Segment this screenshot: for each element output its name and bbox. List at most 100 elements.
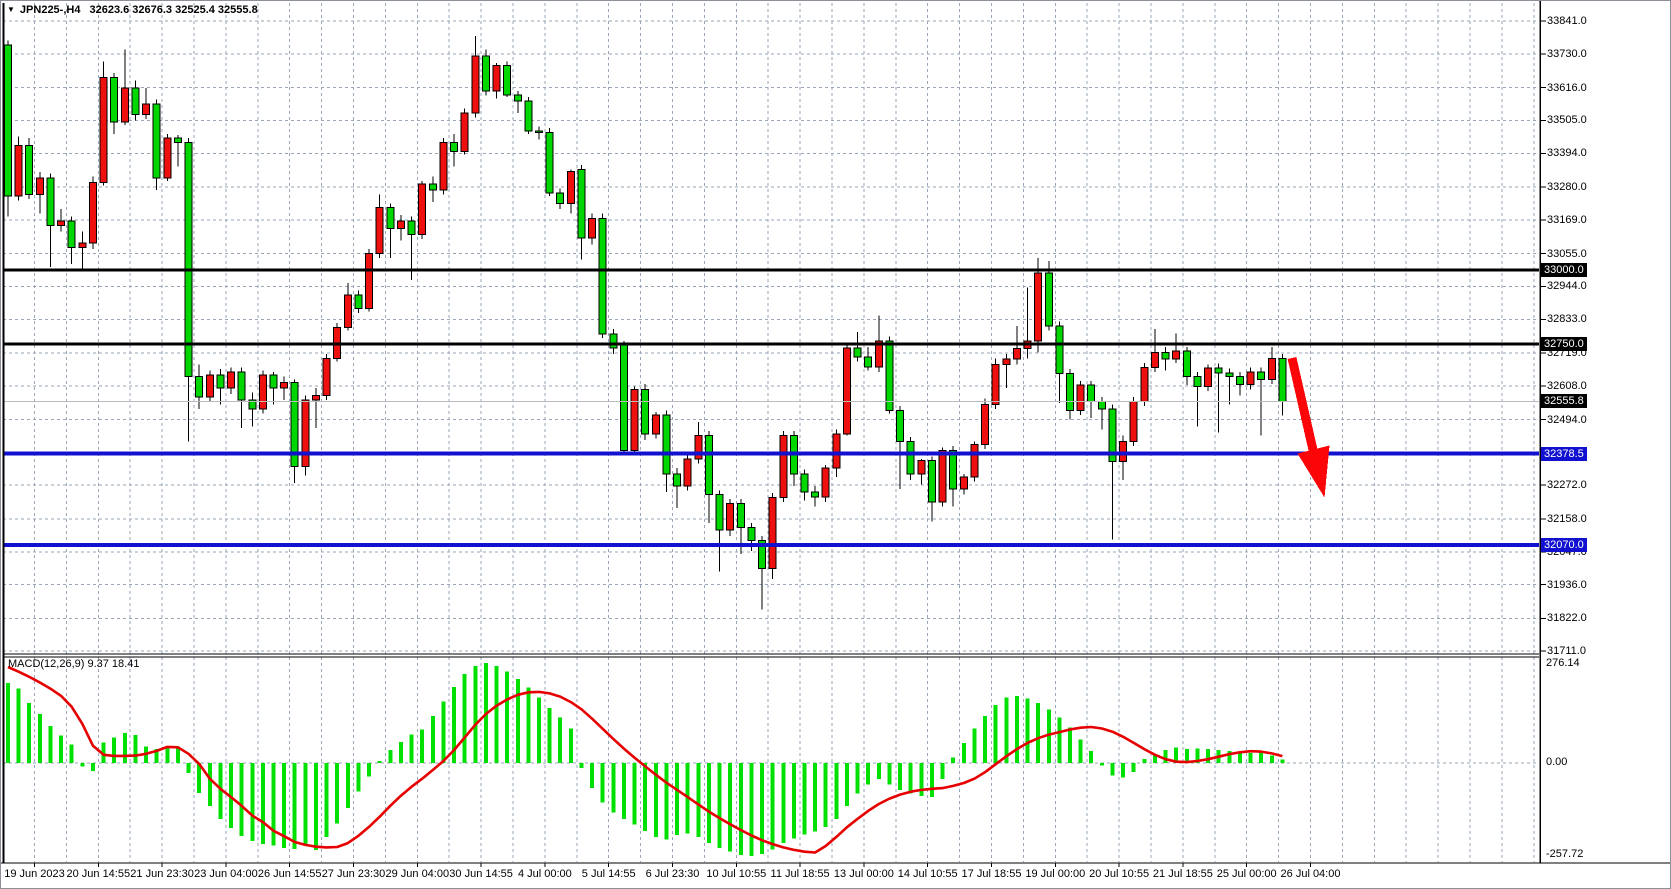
candle-bearish	[704, 435, 713, 496]
macd-histogram-bar	[675, 762, 680, 836]
macd-histogram-bar	[876, 762, 881, 780]
macd-histogram-bar	[919, 762, 924, 797]
macd-histogram-bar	[367, 762, 372, 777]
macd-histogram-bar	[59, 735, 64, 763]
candle-bearish	[736, 503, 745, 528]
candle-bullish	[970, 443, 979, 478]
macd-scale-zero-label: 0.00	[1546, 756, 1568, 768]
candle-bullish	[375, 207, 384, 255]
symbol-timeframe-label: JPN225-,H4	[19, 4, 81, 16]
macd-histogram-bar	[1121, 762, 1126, 778]
candle-bullish	[120, 87, 129, 123]
macd-histogram-bar	[282, 762, 287, 848]
candle-bullish	[57, 220, 66, 226]
macd-histogram-bar	[738, 762, 743, 855]
candle-bearish	[503, 65, 512, 96]
candle-bullish	[588, 217, 597, 239]
macd-histogram-bar	[345, 762, 350, 808]
time-axis-label: 5 Jul 14:55	[581, 868, 636, 880]
trend-arrow-head[interactable]	[1297, 445, 1330, 498]
time-axis-label: 21 Jul 18:55	[1152, 868, 1213, 880]
macd-histogram-bar	[1152, 753, 1157, 763]
macd-histogram-bar	[388, 750, 393, 763]
macd-histogram-bar	[1078, 739, 1083, 763]
candle-bearish	[896, 409, 905, 442]
candle-bullish	[874, 340, 883, 368]
candle-bearish	[1161, 352, 1170, 360]
candle-bearish	[1044, 272, 1053, 327]
candle-bullish	[768, 497, 777, 570]
candle-bullish	[227, 371, 236, 389]
time-axis-label: 14 Jul 10:55	[897, 868, 958, 880]
trend-arrow-annotation[interactable]	[1287, 356, 1330, 498]
macd-histogram-bar	[770, 762, 775, 850]
candle-bearish	[545, 131, 554, 194]
candle-bullish	[821, 467, 830, 498]
candle-bearish	[237, 371, 246, 401]
macd-histogram-bar	[207, 762, 212, 806]
candle-bullish	[311, 395, 320, 401]
macd-histogram-bar	[1004, 697, 1009, 763]
macd-histogram-bar	[1014, 695, 1019, 763]
candle-bearish	[1257, 371, 1266, 380]
price-level-tag: 32070.0	[1541, 538, 1587, 552]
macd-histogram-bar	[590, 762, 595, 789]
candle-bullish	[365, 253, 374, 309]
candle-bearish	[758, 540, 767, 570]
price-level-tag: 32750.0	[1541, 336, 1587, 351]
macd-histogram-bar	[887, 762, 892, 785]
candle-bullish	[917, 460, 926, 475]
candle-bullish	[683, 458, 692, 487]
macd-histogram-bar	[611, 762, 616, 813]
macd-histogram-bar	[462, 674, 467, 763]
candle-bullish	[981, 403, 990, 445]
price-axis-label: 31936.0	[1547, 578, 1587, 591]
symbol-menu-icon[interactable]: ▼	[7, 5, 15, 14]
price-axis-label: 31711.0	[1547, 645, 1586, 658]
macd-histogram-bar	[165, 747, 170, 763]
macd-histogram-bar	[1237, 751, 1242, 763]
candle-bullish	[343, 294, 352, 329]
price-level-tag: 32555.8	[1541, 394, 1587, 409]
candle-bullish	[1246, 371, 1255, 386]
candle-bearish	[609, 333, 618, 349]
macd-histogram-bar	[749, 762, 754, 856]
candle-bearish	[1055, 325, 1064, 374]
candle-bearish	[1225, 372, 1234, 377]
price-axis-label: 33616.0	[1547, 81, 1587, 94]
macd-histogram-bar	[632, 762, 637, 825]
macd-histogram-bar	[1131, 762, 1136, 772]
time-axis-label: 20 Jun 14:55	[66, 868, 131, 880]
time-axis-label: 11 Jul 18:55	[770, 868, 830, 880]
candle-bullish	[322, 358, 331, 397]
candle-bearish	[853, 347, 862, 358]
macd-histogram-bar	[260, 762, 265, 844]
macd-histogram-bar	[760, 762, 765, 854]
candle-bearish	[673, 473, 682, 487]
macd-histogram-bar	[929, 762, 934, 798]
macd-histogram-bar	[866, 762, 871, 785]
candle-bearish	[619, 344, 628, 451]
candle-bearish	[216, 374, 225, 389]
candle-bullish	[566, 170, 575, 204]
candle-bullish	[1129, 401, 1138, 442]
candle-bearish	[662, 414, 671, 475]
candle-bearish	[481, 55, 490, 92]
macd-scale-min-label: -257.72	[1546, 848, 1584, 860]
macd-histogram-bar	[983, 715, 988, 763]
candle-bullish	[471, 55, 480, 114]
time-axis-label: 21 Jun 23:30	[130, 868, 194, 880]
macd-histogram-bar	[69, 744, 74, 763]
macd-histogram-bar	[823, 762, 828, 828]
candle-bearish	[152, 103, 161, 179]
macd-histogram-bar	[1269, 755, 1274, 763]
macd-histogram-bar	[802, 762, 807, 835]
macd-histogram-bar	[133, 734, 138, 763]
candle-bullish	[439, 142, 448, 191]
trend-arrow-shaft[interactable]	[1287, 356, 1318, 452]
macd-histogram-bar	[430, 715, 435, 763]
macd-histogram-bar	[80, 762, 85, 767]
price-axis-label: 33730.0	[1547, 47, 1587, 60]
